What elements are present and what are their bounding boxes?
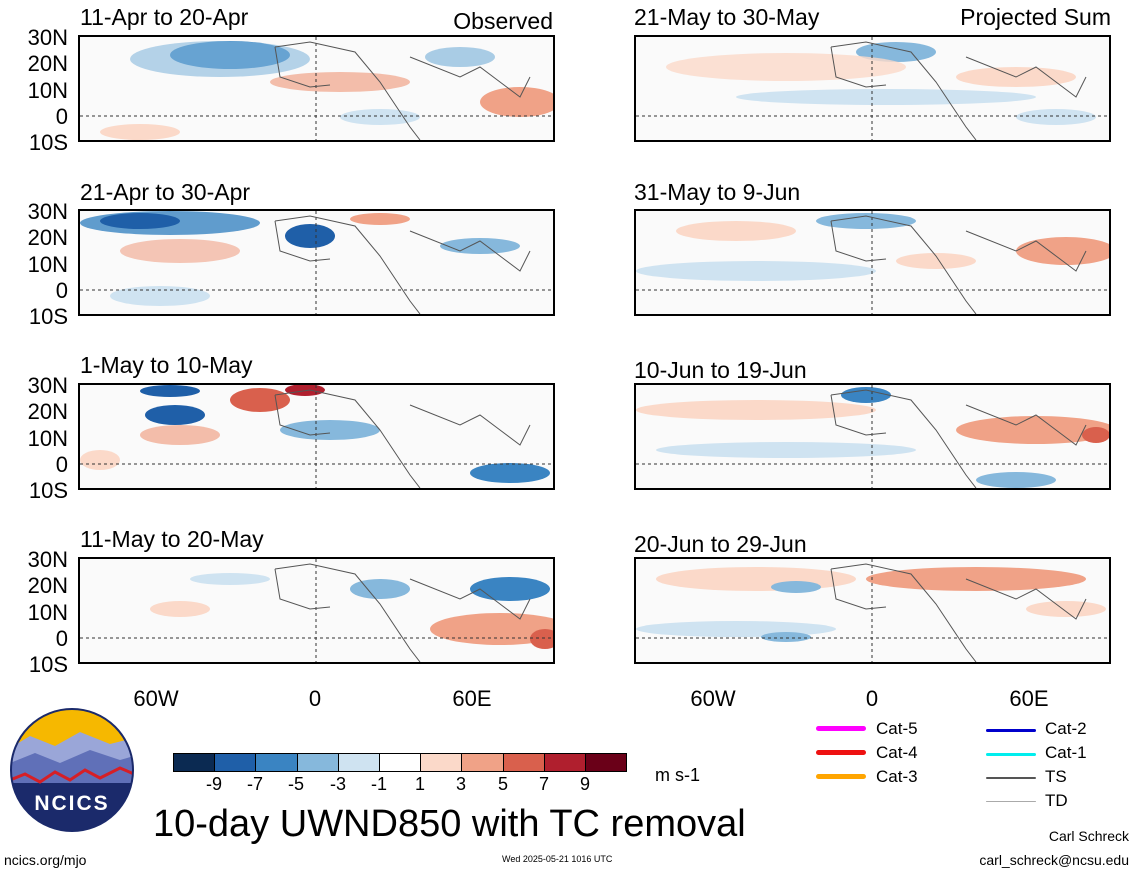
lat-label: 20N [27, 573, 68, 598]
logo-text: NCICS [34, 792, 110, 815]
lon-label: 60W [690, 686, 736, 711]
ts-line-swatch [986, 777, 1036, 779]
colorbar-swatch [421, 754, 463, 771]
wind-anomaly-map [78, 383, 555, 490]
legend-label: Cat-4 [876, 743, 918, 762]
lat-label: 30N [27, 199, 68, 224]
colorbar-swatch [379, 754, 422, 771]
colorbar-tick: 3 [455, 774, 466, 794]
panel-title: 31-May to 9-Jun [634, 179, 801, 205]
lat-label: 20N [27, 399, 68, 424]
legend-label: Cat-3 [876, 767, 918, 786]
lat-label: 10N [27, 426, 68, 451]
td-line-swatch [986, 801, 1036, 802]
lat-label: 10N [27, 600, 68, 625]
colorbar-swatch [585, 754, 627, 771]
legend-label: TS [1045, 767, 1067, 786]
colorbar-swatch [338, 754, 380, 771]
lon-label: 0 [865, 686, 879, 711]
observed-label: Observed [453, 8, 553, 34]
cat4-line-swatch [816, 750, 866, 755]
colorbar-swatch [215, 754, 257, 771]
legend-label: Cat-2 [1045, 719, 1087, 738]
panel-title: 21-May to 30-May [634, 4, 820, 30]
lat-label: 10S [28, 478, 68, 503]
cat5-line-swatch [816, 726, 866, 731]
panel-title: 10-Jun to 19-Jun [634, 357, 807, 383]
panel-title: 1-May to 10-May [80, 352, 253, 378]
panel-title: 11-Apr to 20-Apr [80, 4, 249, 30]
panel-title: 21-Apr to 30-Apr [80, 179, 251, 205]
lat-label: 10S [28, 652, 68, 677]
lat-label: 10N [27, 252, 68, 277]
lat-label: 10S [28, 130, 68, 155]
colorbar-swatch [544, 754, 586, 771]
colorbar-swatch [503, 754, 545, 771]
email-link[interactable]: carl_schreck@ncsu.edu [979, 852, 1129, 868]
panel-title: 11-May to 20-May [80, 526, 264, 552]
colorbar-tick: -5 [287, 774, 304, 794]
colorbar-tick: 9 [579, 774, 590, 794]
colorbar-tick: 7 [538, 774, 549, 794]
wind-anomaly-map [634, 557, 1111, 664]
legend-label: Cat-5 [876, 719, 918, 738]
colorbar [173, 753, 627, 772]
timestamp: Wed 2025-05-21 1016 UTC [502, 854, 613, 864]
cat1-line-swatch [986, 753, 1036, 756]
wind-anomaly-map [634, 209, 1111, 316]
projected-sum-label: Projected Sum [960, 4, 1111, 30]
lat-label: 0 [55, 452, 68, 477]
lat-label: 30N [27, 547, 68, 572]
wind-anomaly-map [78, 557, 555, 664]
lon-label: 60E [452, 686, 492, 711]
lat-label: 30N [27, 373, 68, 398]
colorbar-swatch [174, 754, 216, 771]
legend-label: Cat-1 [1045, 743, 1087, 762]
colorbar-units: m s-1 [655, 765, 700, 785]
wind-anomaly-map [78, 35, 555, 142]
colorbar-tick: -9 [205, 774, 222, 794]
colorbar-tick: 1 [414, 774, 425, 794]
colorbar-tick: -1 [370, 774, 387, 794]
lon-label: 0 [308, 686, 322, 711]
lat-label: 30N [27, 25, 68, 50]
ncics-logo: NCICS [10, 708, 134, 832]
colorbar-tick: -3 [329, 774, 346, 794]
colorbar-swatch [297, 754, 339, 771]
main-title: 10-day UWND850 with TC removal [153, 803, 746, 845]
wind-anomaly-map [634, 35, 1111, 142]
lat-label: 0 [55, 278, 68, 303]
lat-label: 10N [27, 78, 68, 103]
wind-anomaly-map [634, 383, 1111, 490]
cat2-line-swatch [986, 729, 1036, 732]
panel-title: 20-Jun to 29-Jun [634, 531, 807, 557]
colorbar-swatch [462, 754, 504, 771]
wind-anomaly-map [78, 209, 555, 316]
url-link[interactable]: ncics.org/mjo [4, 852, 87, 868]
lat-label: 0 [55, 104, 68, 129]
lon-label: 60W [133, 686, 179, 711]
lon-label: 60E [1009, 686, 1049, 711]
colorbar-tick: -7 [246, 774, 263, 794]
lat-label: 0 [55, 626, 68, 651]
lat-label: 10S [28, 304, 68, 329]
colorbar-swatch [256, 754, 298, 771]
lat-label: 20N [27, 51, 68, 76]
colorbar-tick: 5 [497, 774, 508, 794]
author: Carl Schreck [1048, 828, 1129, 844]
cat3-line-swatch [816, 774, 866, 779]
legend-label: TD [1045, 791, 1068, 810]
lat-label: 20N [27, 225, 68, 250]
